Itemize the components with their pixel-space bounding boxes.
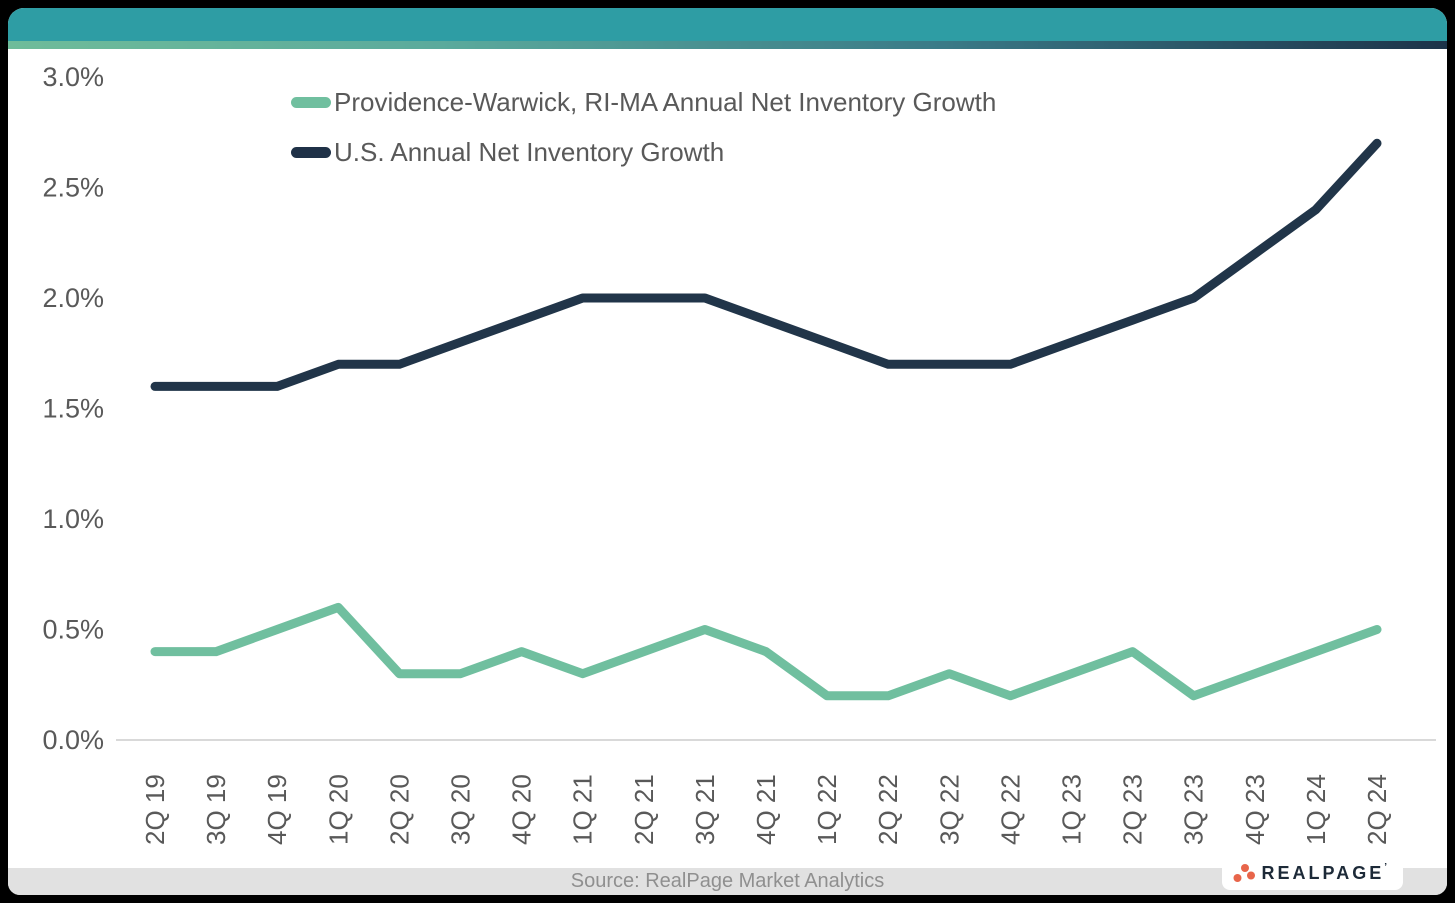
x-tick-label: 3Q 22 [934, 774, 964, 845]
x-tick-label: 1Q 20 [323, 774, 353, 845]
legend-label-us: U.S. Annual Net Inventory Growth [334, 136, 725, 167]
legend-item-us: U.S. Annual Net Inventory Growth [291, 127, 996, 177]
legend-item-providence: Providence-Warwick, RI-MA Annual Net Inv… [291, 77, 996, 127]
realpage-dots-icon [1233, 864, 1255, 882]
x-tick-label: 2Q 19 [140, 774, 170, 845]
accent-gradient-strip [8, 41, 1447, 49]
y-tick-label: 2.0% [42, 283, 104, 313]
series-line-us [150, 138, 1382, 391]
x-tick-label: 3Q 20 [446, 774, 476, 845]
x-tick-label: 1Q 23 [1057, 774, 1087, 845]
x-tick-label: 4Q 19 [262, 774, 292, 845]
x-tick-label: 3Q 23 [1179, 774, 1209, 845]
y-tick-label: 3.0% [42, 62, 104, 92]
y-tick-label: 0.0% [42, 725, 104, 755]
x-tick-label: 2Q 22 [873, 774, 903, 845]
x-tick-label: 1Q 22 [812, 774, 842, 845]
y-tick-label: 1.0% [42, 504, 104, 534]
series-line-providence [150, 602, 1382, 701]
source-bar: Source: RealPage Market Analytics [8, 868, 1447, 895]
x-tick-label: 2Q 21 [629, 774, 659, 845]
x-tick-label: 3Q 21 [690, 774, 720, 845]
legend-swatch-providence [291, 96, 331, 108]
line-chart: 0.0% 0.5% 1.0% 1.5% 2.0% 2.5% 3.0% 2Q 19 3Q 19 4Q… [42, 62, 1436, 845]
x-tick-label: 4Q 22 [995, 774, 1025, 845]
chart-card: 0.0% 0.5% 1.0% 1.5% 2.0% 2.5% 3.0% 2Q 19 3Q 19 4Q… [8, 8, 1447, 895]
realpage-logo: REALPAGE’ [1221, 856, 1403, 890]
chart-region: 0.0% 0.5% 1.0% 1.5% 2.0% 2.5% 3.0% 2Q 19 3Q 19 4Q… [8, 49, 1447, 868]
chart-legend: Providence-Warwick, RI-MA Annual Net Inv… [291, 77, 996, 177]
x-tick-label: 3Q 19 [201, 774, 231, 845]
realpage-logo-mark: ’ [1384, 861, 1390, 873]
legend-swatch-us [291, 146, 331, 158]
legend-label-providence: Providence-Warwick, RI-MA Annual Net Inv… [334, 86, 997, 117]
x-tick-label: 2Q 24 [1362, 774, 1392, 845]
y-tick-label: 0.5% [42, 615, 104, 645]
x-tick-label: 2Q 20 [384, 774, 414, 845]
header-bar [8, 8, 1447, 41]
realpage-logo-text: REALPAGE’ [1261, 861, 1390, 883]
y-tick-label: 1.5% [42, 394, 104, 424]
x-tick-label: 4Q 21 [751, 774, 781, 845]
x-tick-label: 1Q 21 [568, 774, 598, 845]
x-tick-label: 2Q 23 [1118, 774, 1148, 845]
y-tick-label: 2.5% [42, 173, 104, 203]
source-text: Source: RealPage Market Analytics [570, 870, 885, 892]
x-tick-label: 4Q 20 [507, 774, 537, 845]
x-tick-label: 1Q 24 [1301, 774, 1331, 845]
x-tick-label: 4Q 23 [1240, 774, 1270, 845]
